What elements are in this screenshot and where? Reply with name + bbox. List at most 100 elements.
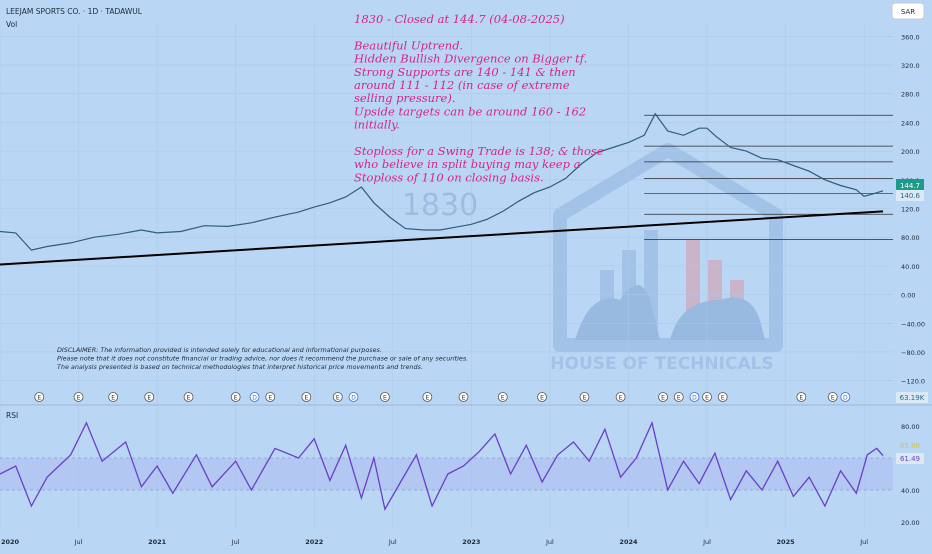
rsi-line — [0, 420, 884, 511]
support-trendline — [0, 210, 884, 266]
marker-label: E — [77, 395, 81, 402]
earnings-marker[interactable] — [673, 392, 684, 402]
marker-label: E — [111, 395, 115, 402]
dividend-marker[interactable] — [249, 392, 260, 402]
time-tick-label: 2020 — [1, 538, 20, 546]
rsi-band — [0, 458, 893, 490]
symbol-title: LEEJAM SPORTS CO. · 1D · TADAWUL — [6, 7, 143, 16]
time-tick-label: Jul — [388, 538, 397, 546]
price-tick-label: 360.0 — [901, 33, 920, 41]
marker-label: E — [37, 395, 41, 402]
annotation-line: Hidden Bullish Divergence on Bigger tf. — [353, 52, 587, 66]
annotation-line: Stoploss of 110 on closing basis. — [354, 170, 544, 184]
dividend-marker[interactable] — [348, 392, 359, 402]
time-tick-label: 2024 — [619, 538, 638, 546]
price-tick-label: 0.00 — [901, 292, 915, 300]
annotation-line: who believe in split buying may keep a — [354, 157, 581, 171]
earnings-marker[interactable] — [537, 392, 547, 402]
volume-value: 63.19K — [900, 394, 925, 402]
annotation-line: Strong Supports are 140 - 141 & then — [354, 65, 576, 79]
marker-label: E — [425, 395, 429, 402]
bull-icon — [575, 285, 660, 340]
earnings-marker[interactable] — [265, 392, 276, 402]
time-tick-label: 2025 — [777, 538, 796, 546]
volume-label: Vol — [6, 20, 17, 29]
price-tick-label: 280.0 — [901, 91, 920, 99]
rsi-label: RSI — [6, 411, 18, 420]
last-price-badge-bg — [896, 179, 924, 191]
earnings-marker[interactable] — [827, 392, 838, 402]
marker-label: E — [462, 395, 466, 402]
annotation-line: initially. — [354, 118, 400, 132]
price-tick-label: 200.0 — [901, 148, 920, 156]
earnings-marker[interactable] — [230, 392, 241, 402]
marker-label: E — [619, 395, 623, 402]
rsi-tick-label: 40.00 — [901, 487, 920, 495]
earnings-marker[interactable] — [301, 392, 312, 402]
earnings-marker[interactable] — [34, 392, 45, 402]
earnings-marker[interactable] — [183, 392, 194, 402]
earnings-marker[interactable] — [615, 392, 626, 402]
earnings-marker[interactable] — [108, 392, 119, 402]
earnings-marker[interactable] — [422, 392, 433, 402]
marker-label: E — [799, 395, 803, 402]
time-axis: 2020 Jul 2021 Jul 2022 Jul 2023 Jul 2024 Jul 2025 J… — [1, 538, 868, 546]
marker-label: E — [540, 395, 544, 402]
rsi-badge-bg — [896, 453, 924, 464]
dividend-marker[interactable] — [689, 392, 700, 402]
time-tick-label: 2021 — [148, 538, 167, 546]
watermark-symbol: 1830 — [402, 188, 478, 223]
earnings-marker[interactable] — [332, 392, 343, 402]
dividend-marker[interactable] — [840, 392, 851, 402]
marker-label: D — [351, 395, 356, 402]
currency-button[interactable] — [891, 2, 925, 20]
earnings-marker[interactable] — [73, 392, 84, 402]
marker-label: E — [383, 395, 387, 402]
annotation-line: Upside targets can be around 160 - 162 — [354, 104, 586, 118]
earnings-marker[interactable] — [717, 392, 728, 402]
volume-badge-bg — [896, 392, 928, 403]
price-tick-label: 120.0 — [901, 206, 920, 214]
earnings-marker[interactable] — [380, 392, 390, 402]
price-line — [0, 112, 884, 251]
annotation-line: selling pressure). — [354, 91, 455, 105]
currency-selector[interactable]: SAR — [891, 2, 925, 20]
marker-label: D — [252, 395, 257, 402]
earnings-marker[interactable] — [579, 392, 590, 402]
price-tick-label: 240.0 — [901, 119, 920, 127]
volume-badge: 63.19K — [896, 392, 928, 403]
annotation-line: around 111 - 112 (in case of extreme — [354, 78, 570, 92]
disclaimer-line: DISCLAIMER: The information provided is … — [57, 346, 382, 354]
earnings-marker[interactable] — [658, 392, 668, 402]
earnings-marker[interactable] — [144, 392, 155, 402]
marker-label: E — [268, 395, 272, 402]
time-tick-label: Jul — [231, 538, 240, 546]
last-price-badge: 144.7 — [896, 179, 924, 191]
watermark-brand: HOUSE OF TECHNICALS — [550, 354, 773, 374]
marker-label: D — [692, 395, 697, 402]
bear-icon — [670, 297, 765, 340]
marker-label: E — [234, 395, 238, 402]
disclaimer-line: Please note that it does not constitute … — [57, 355, 468, 363]
earnings-marker[interactable] — [497, 392, 508, 402]
earnings-marker[interactable] — [796, 392, 807, 402]
marker-label: E — [501, 395, 505, 402]
last-price-value: 144.7 — [900, 182, 920, 190]
earnings-marker[interactable] — [702, 392, 712, 402]
earnings-marker[interactable] — [458, 392, 469, 402]
analysis-annotation: 1830 - Closed at 144.7 (04-08-2025) Beaut… — [353, 12, 604, 184]
price-tick-label: −80.00 — [901, 349, 925, 357]
rsi-badges: 65.86 61.49 — [896, 442, 924, 464]
time-tick-label: Jul — [545, 538, 554, 546]
price-tick-label: −40.00 — [901, 320, 925, 328]
rsi-tick-label: 20.00 — [901, 519, 920, 527]
marker-label: E — [677, 395, 681, 402]
prev-price-badge: 140.6 — [896, 190, 924, 201]
price-series-group — [0, 112, 884, 251]
price-tick-label: −120.0 — [901, 378, 925, 386]
prev-price-value: 140.6 — [900, 192, 921, 200]
